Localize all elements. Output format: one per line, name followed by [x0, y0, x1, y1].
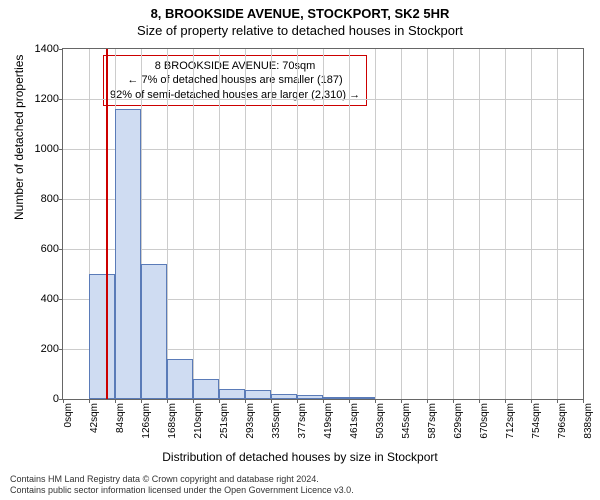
y-tick-label: 1000 [35, 143, 59, 155]
x-tick-label: 503sqm [375, 403, 386, 439]
x-tick-mark [479, 399, 480, 403]
chart-subtitle: Size of property relative to detached ho… [0, 21, 600, 38]
footer-attribution: Contains HM Land Registry data © Crown c… [10, 474, 354, 496]
grid-line-v [349, 49, 350, 399]
grid-line-v [245, 49, 246, 399]
y-tick-label: 1200 [35, 93, 59, 105]
x-tick-mark [63, 399, 64, 403]
histogram-bar [271, 394, 297, 399]
x-tick-mark [427, 399, 428, 403]
y-tick-mark [59, 199, 63, 200]
x-tick-mark [271, 399, 272, 403]
grid-line-v [219, 49, 220, 399]
grid-line-v [167, 49, 168, 399]
x-tick-label: 84sqm [115, 403, 126, 433]
chart-container: 8, BROOKSIDE AVENUE, STOCKPORT, SK2 5HR … [0, 0, 600, 500]
grid-line-v [193, 49, 194, 399]
x-tick-label: 293sqm [245, 403, 256, 439]
y-tick-label: 200 [41, 343, 59, 355]
grid-line-v [505, 49, 506, 399]
x-tick-label: 419sqm [323, 403, 334, 439]
x-tick-label: 545sqm [401, 403, 412, 439]
y-tick-label: 800 [41, 193, 59, 205]
x-tick-mark [89, 399, 90, 403]
y-tick-label: 1400 [35, 43, 59, 55]
y-tick-mark [59, 349, 63, 350]
x-tick-mark [245, 399, 246, 403]
x-axis-label: Distribution of detached houses by size … [0, 450, 600, 464]
y-tick-mark [59, 149, 63, 150]
grid-line-v [271, 49, 272, 399]
grid-line-v [427, 49, 428, 399]
grid-line-v [479, 49, 480, 399]
y-tick-label: 600 [41, 243, 59, 255]
x-tick-label: 251sqm [219, 403, 230, 439]
x-tick-label: 210sqm [193, 403, 204, 439]
histogram-bar [115, 109, 141, 399]
x-tick-mark [453, 399, 454, 403]
x-tick-label: 168sqm [167, 403, 178, 439]
x-tick-label: 335sqm [271, 403, 282, 439]
x-tick-mark [505, 399, 506, 403]
x-tick-label: 377sqm [297, 403, 308, 439]
x-tick-mark [349, 399, 350, 403]
histogram-bar [89, 274, 115, 399]
x-tick-mark [557, 399, 558, 403]
y-tick-mark [59, 299, 63, 300]
y-tick-mark [59, 99, 63, 100]
x-tick-mark [167, 399, 168, 403]
x-tick-mark [323, 399, 324, 403]
x-tick-label: 629sqm [453, 403, 464, 439]
histogram-bar [349, 397, 375, 399]
grid-line-v [401, 49, 402, 399]
y-axis-label: Number of detached properties [12, 55, 26, 220]
histogram-bar [141, 264, 167, 399]
histogram-bar [297, 395, 323, 399]
y-tick-mark [59, 249, 63, 250]
x-tick-label: 712sqm [505, 403, 516, 439]
histogram-bar [193, 379, 219, 399]
footer-line-2: Contains public sector information licen… [10, 485, 354, 496]
histogram-bar [245, 390, 271, 399]
footer-line-1: Contains HM Land Registry data © Crown c… [10, 474, 354, 485]
x-tick-label: 754sqm [531, 403, 542, 439]
y-tick-label: 400 [41, 293, 59, 305]
x-tick-label: 42sqm [89, 403, 100, 433]
grid-line-v [375, 49, 376, 399]
grid-line-v [297, 49, 298, 399]
x-tick-mark [583, 399, 584, 403]
histogram-bar [167, 359, 193, 399]
x-tick-mark [297, 399, 298, 403]
x-tick-label: 838sqm [583, 403, 594, 439]
x-tick-mark [115, 399, 116, 403]
x-tick-mark [141, 399, 142, 403]
histogram-bar [323, 397, 349, 400]
y-tick-mark [59, 49, 63, 50]
histogram-bar [219, 389, 245, 399]
x-tick-mark [375, 399, 376, 403]
chart-title: 8, BROOKSIDE AVENUE, STOCKPORT, SK2 5HR [0, 0, 600, 21]
grid-line-v [323, 49, 324, 399]
x-tick-label: 461sqm [349, 403, 360, 439]
x-tick-label: 670sqm [479, 403, 490, 439]
grid-line-v [453, 49, 454, 399]
x-tick-label: 126sqm [141, 403, 152, 439]
x-tick-label: 796sqm [557, 403, 568, 439]
x-tick-label: 587sqm [427, 403, 438, 439]
x-tick-mark [531, 399, 532, 403]
property-marker-line [106, 49, 108, 399]
grid-line-v [557, 49, 558, 399]
plot-area: 8 BROOKSIDE AVENUE: 70sqm ← 7% of detach… [62, 48, 584, 400]
x-tick-mark [193, 399, 194, 403]
x-tick-mark [219, 399, 220, 403]
x-tick-label: 0sqm [63, 403, 74, 427]
x-tick-mark [401, 399, 402, 403]
grid-line-v [531, 49, 532, 399]
